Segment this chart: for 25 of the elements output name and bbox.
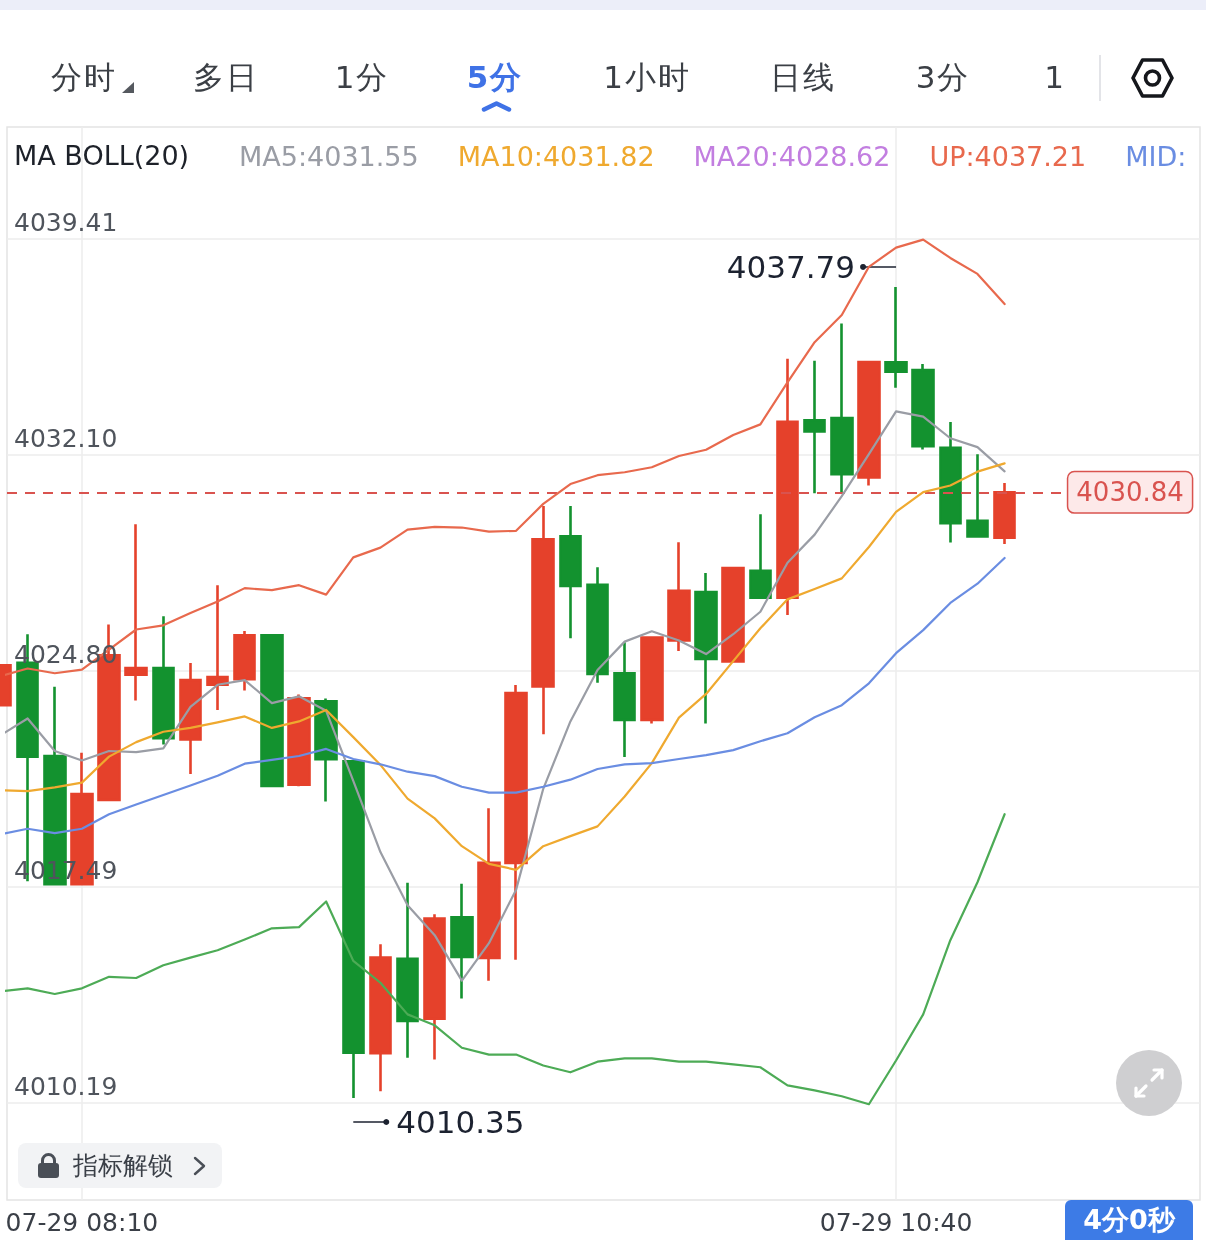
tab[interactable]: 3分 (915, 59, 971, 96)
legend-label: MA20:4028.62 (693, 141, 891, 172)
tab[interactable]: 1分 (334, 59, 390, 96)
x-tick-label: 07-29 10:40 (819, 1208, 973, 1237)
text: MA10:4031.82 (457, 141, 655, 172)
tab[interactable]: 1小时 (603, 59, 691, 96)
tab[interactable]: 多日 (193, 59, 259, 96)
tab[interactable]: 1 (1044, 59, 1066, 96)
x-tick-label: 07-29 08:10 (5, 1208, 159, 1237)
countdown-badge: 4分0秒 (1065, 1200, 1193, 1240)
y-tick-label: 4010.19 (14, 1071, 118, 1101)
ref-line-label: 4030.84 (1076, 477, 1184, 508)
y-tick-label: 4017.49 (14, 855, 118, 885)
text: UP:4037.21 (929, 141, 1087, 172)
y-tick-label: 4032.10 (14, 424, 118, 454)
text: MA5:4031.55 (239, 141, 419, 172)
legend-title: MA BOLL(20) (14, 139, 190, 173)
text: MID: (1125, 141, 1187, 172)
unlock-button[interactable]: 指标解锁 (18, 1143, 222, 1188)
tab[interactable]: 5分 (466, 59, 524, 96)
annotation: 指标解锁 (73, 1150, 173, 1182)
annotation: 4010.35 (396, 1104, 525, 1141)
tab[interactable]: 分时 (51, 59, 117, 96)
tab[interactable]: 日线 (770, 59, 836, 96)
y-tick-label: 4039.41 (14, 208, 118, 238)
